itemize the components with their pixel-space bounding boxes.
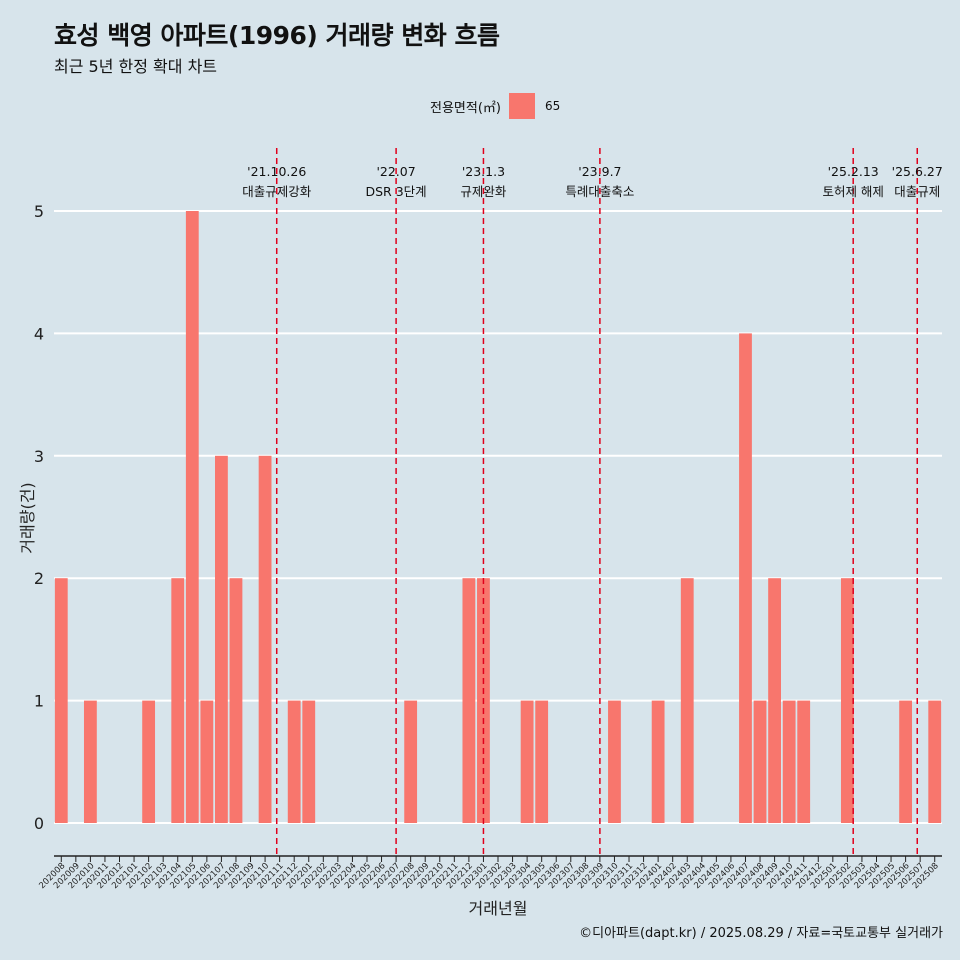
y-axis-title: 거래량(건) [18,482,37,553]
bar [753,700,767,823]
bar [287,700,301,823]
event-date-label: '22.07 [376,164,415,179]
event-date-label: '23.9.7 [578,164,621,179]
source-caption: ©디아파트(dapt.kr) / 2025.08.29 / 자료=국토교통부 실… [579,926,943,941]
bar [54,578,68,823]
x-axis-title: 거래년월 [469,899,528,918]
legend-item-label: 65 [544,99,561,113]
y-tick-label: 0 [34,814,44,833]
bar [680,578,694,823]
legend-title: 전용면적(㎡) [430,100,501,116]
bar [768,578,781,823]
legend: 전용면적(㎡) 65 [430,93,560,119]
bar [462,578,476,823]
event-label: 특례대출축소 [565,184,634,199]
bar [404,700,418,823]
bar [142,700,156,823]
event-label: DSR 3단계 [366,184,427,199]
event-label: 대출규제 [894,184,940,199]
bar [258,455,272,823]
event-label: 대출규제강화 [242,184,312,199]
bar [928,700,942,823]
y-tick-label: 2 [34,569,44,588]
y-tick-label: 1 [34,692,44,711]
event-date-label: '23.1.3 [462,164,505,179]
bar [200,700,214,823]
bar [229,578,243,823]
bar [171,578,185,823]
chart-title: 효성 백영 아파트(1996) 거래량 변화 흐름 [54,21,500,50]
bar [651,700,665,823]
bar [185,211,199,823]
bar [215,455,228,823]
event-date-label: '25.6.27 [892,164,943,179]
y-tick-label: 3 [34,447,44,466]
bar [302,700,316,823]
bar [840,578,854,823]
bar [608,700,621,823]
bar [739,333,752,823]
bar [83,700,97,823]
event-label: 규제완화 [460,184,507,199]
y-tick-label: 4 [34,324,44,343]
y-tick-label: 5 [34,202,44,221]
event-label: 토허제 해제 [822,184,883,199]
event-date-label: '25.2.13 [828,164,879,179]
legend-key-swatch [508,93,535,119]
chart-subtitle: 최근 5년 한정 확대 차트 [54,57,218,76]
bar [899,700,913,823]
bar [535,700,549,823]
bar [782,700,796,823]
bar [520,700,534,823]
event-date-label: '21.10.26 [247,164,306,179]
bar [797,700,811,823]
